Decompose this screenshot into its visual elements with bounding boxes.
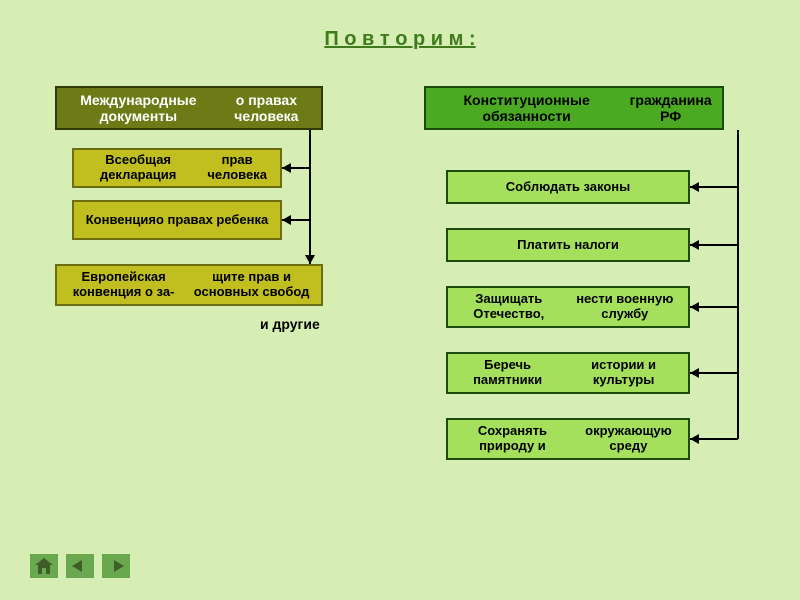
- left-item-1: Конвенцияо правах ребенка: [72, 200, 282, 240]
- nav-controls: [30, 554, 130, 578]
- arrow-right-icon: [108, 559, 124, 573]
- right-item-4: Сохранять природу иокружающую среду: [446, 418, 690, 460]
- arrow-left-icon: [72, 559, 88, 573]
- right-item-3: Беречь памятникиистории и культуры: [446, 352, 690, 394]
- nav-prev-button[interactable]: [66, 554, 94, 578]
- home-icon: [35, 558, 53, 574]
- nav-home-button[interactable]: [30, 554, 58, 578]
- left-header-box: Международные документыо правах человека: [55, 86, 323, 130]
- right-item-1: Платить налоги: [446, 228, 690, 262]
- right-item-0: Соблюдать законы: [446, 170, 690, 204]
- left-item-0: Всеобщая декларацияправ человека: [72, 148, 282, 188]
- page-title: П о в т о р и м :: [0, 28, 800, 51]
- nav-next-button[interactable]: [102, 554, 130, 578]
- left-item-2: Европейская конвенция о за-щите прав и о…: [55, 264, 323, 306]
- left-footnote: и другие: [260, 316, 320, 332]
- right-item-2: Защищать Отечество,нести военную службу: [446, 286, 690, 328]
- right-header-box: Конституционные обязанностигражданина РФ: [424, 86, 724, 130]
